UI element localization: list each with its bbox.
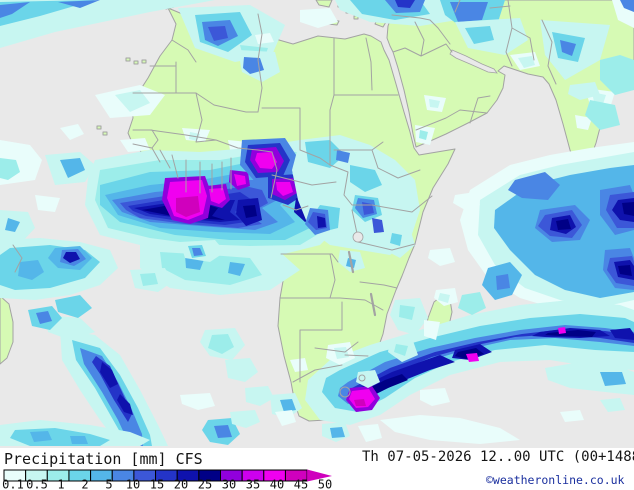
lake-malawi <box>369 292 377 317</box>
map-title: Precipitation [mm] CFS <box>4 450 203 468</box>
legend-value: 50 <box>318 478 332 490</box>
copyright-watermark: ©weatheronline.co.uk <box>486 473 625 487</box>
legend-value: 45 <box>294 478 308 490</box>
valid-time-label: Th 07-05-2026 12..00 UTC (00+1488) <box>362 449 634 465</box>
legend-colorbar <box>3 469 332 482</box>
legend-value: 2 <box>81 478 88 490</box>
lake-tanganyika <box>347 250 355 274</box>
cape-verde-islet <box>102 131 108 136</box>
legend-value: 25 <box>198 478 212 490</box>
canary-islet <box>125 57 131 62</box>
legend-scale-labels: 0.1 0.5 1 2 5 10 15 20 25 30 35 40 45 50 <box>2 478 332 490</box>
persian-gulf <box>449 49 498 74</box>
south-america-coast-strip <box>0 295 14 365</box>
legend-value: 0.1 <box>2 478 24 490</box>
legend-value: 20 <box>174 478 188 490</box>
legend-value: 5 <box>105 478 112 490</box>
footer-background <box>0 448 634 490</box>
canary-islet <box>133 60 139 65</box>
lake-victoria <box>352 231 364 243</box>
country-borders-layer <box>12 0 557 398</box>
greece-fragment <box>315 0 333 8</box>
cape-verde-islet <box>96 125 102 130</box>
legend-value: 0.5 <box>26 478 48 490</box>
canary-islet <box>141 59 147 64</box>
legend-value: 1 <box>57 478 64 490</box>
legend-value: 10 <box>126 478 140 490</box>
legend-overflow-arrow <box>307 469 332 482</box>
legend-value: 35 <box>246 478 260 490</box>
legend-value: 15 <box>150 478 164 490</box>
legend-value: 40 <box>270 478 284 490</box>
legend-value: 30 <box>222 478 236 490</box>
